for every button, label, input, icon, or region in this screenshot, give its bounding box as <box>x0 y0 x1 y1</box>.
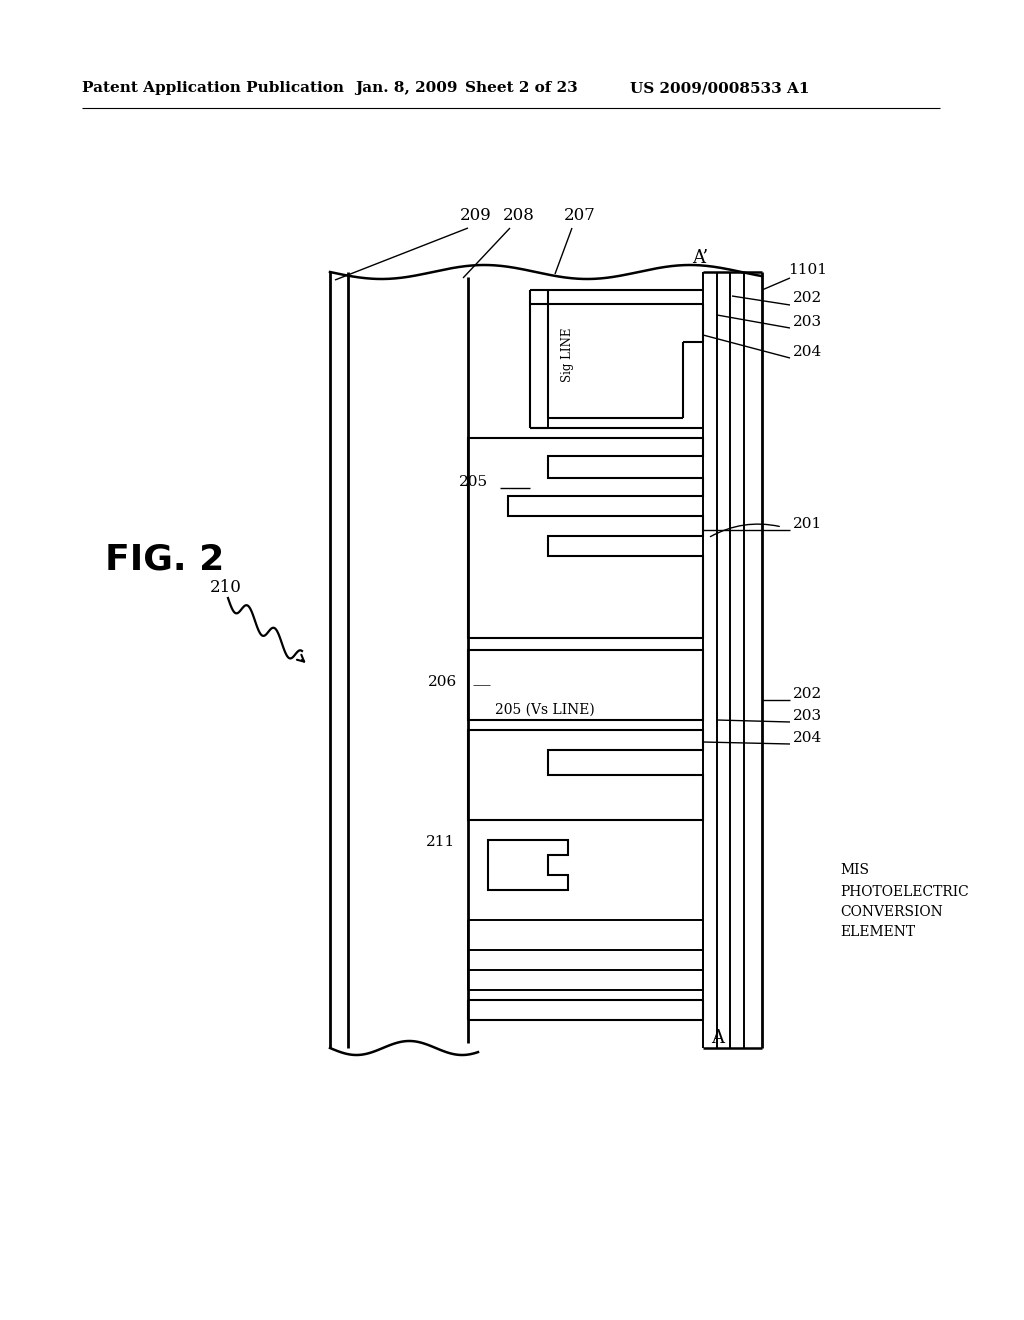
Text: 203: 203 <box>794 709 822 723</box>
Text: 206: 206 <box>428 675 457 689</box>
Text: 205 (Vs LINE): 205 (Vs LINE) <box>496 704 595 717</box>
Text: 210: 210 <box>210 579 242 597</box>
Polygon shape <box>488 840 568 890</box>
Text: 209: 209 <box>460 207 492 224</box>
Text: Sig LINE: Sig LINE <box>561 327 574 383</box>
Text: PHOTOELECTRIC: PHOTOELECTRIC <box>840 884 969 899</box>
Text: ELEMENT: ELEMENT <box>840 925 915 939</box>
Text: Patent Application Publication: Patent Application Publication <box>82 81 344 95</box>
Text: 207: 207 <box>564 207 596 224</box>
Text: 208: 208 <box>503 207 535 224</box>
Text: 202: 202 <box>794 290 822 305</box>
Polygon shape <box>468 438 703 638</box>
Text: 205: 205 <box>459 475 488 488</box>
Text: 201: 201 <box>794 517 822 531</box>
Text: 1101: 1101 <box>788 263 827 277</box>
Text: CONVERSION: CONVERSION <box>840 906 943 919</box>
Text: 204: 204 <box>794 731 822 744</box>
Text: A: A <box>712 1030 725 1047</box>
Text: A’: A’ <box>692 249 709 267</box>
Text: US 2009/0008533 A1: US 2009/0008533 A1 <box>630 81 810 95</box>
Text: 203: 203 <box>794 315 822 329</box>
Polygon shape <box>468 730 703 820</box>
Text: 204: 204 <box>794 345 822 359</box>
Text: Jan. 8, 2009: Jan. 8, 2009 <box>355 81 458 95</box>
Text: FIG. 2: FIG. 2 <box>105 543 224 577</box>
Text: 211: 211 <box>426 836 455 849</box>
Text: MIS: MIS <box>840 863 869 876</box>
Text: Sheet 2 of 23: Sheet 2 of 23 <box>465 81 578 95</box>
Polygon shape <box>468 649 703 719</box>
Text: 202: 202 <box>794 686 822 701</box>
